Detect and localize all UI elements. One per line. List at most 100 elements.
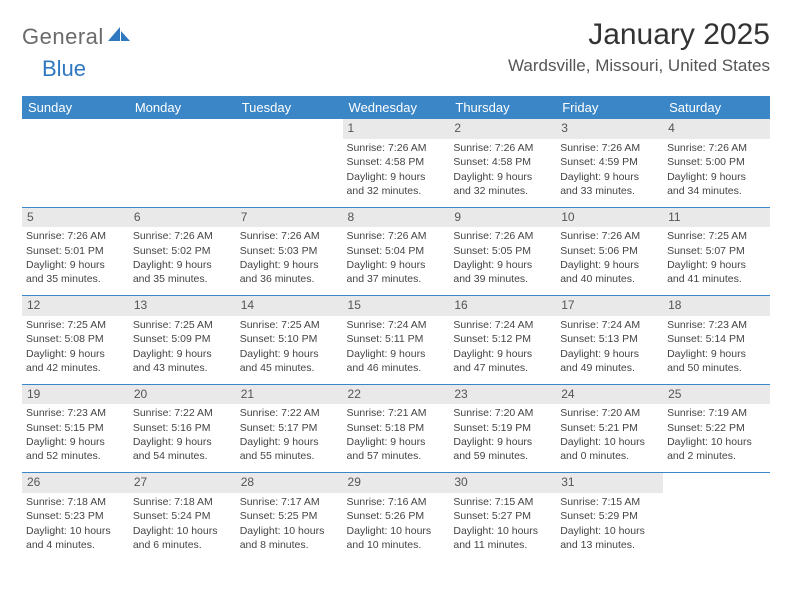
sunrise-line: Sunrise: 7:24 AM	[347, 319, 446, 333]
day-number: 13	[129, 296, 236, 316]
day-number: 20	[129, 385, 236, 405]
weekday-header: Monday	[129, 96, 236, 119]
sunset-line: Sunset: 4:59 PM	[560, 156, 659, 170]
calendar-cell: 20Sunrise: 7:22 AMSunset: 5:16 PMDayligh…	[129, 385, 236, 473]
calendar-cell: 3Sunrise: 7:26 AMSunset: 4:59 PMDaylight…	[556, 119, 663, 207]
sunrise-line: Sunrise: 7:22 AM	[240, 407, 339, 421]
sunset-line: Sunset: 5:26 PM	[347, 510, 446, 524]
day-details: Sunrise: 7:24 AMSunset: 5:11 PMDaylight:…	[347, 319, 446, 376]
sunset-line: Sunset: 5:24 PM	[133, 510, 232, 524]
sunrise-line: Sunrise: 7:26 AM	[240, 230, 339, 244]
sunset-line: Sunset: 5:04 PM	[347, 245, 446, 259]
sunset-line: Sunset: 5:00 PM	[667, 156, 766, 170]
daylight-line: Daylight: 10 hours and 8 minutes.	[240, 525, 339, 552]
weekday-header-row: SundayMondayTuesdayWednesdayThursdayFrid…	[22, 96, 770, 119]
sunset-line: Sunset: 5:01 PM	[26, 245, 125, 259]
sunset-line: Sunset: 5:02 PM	[133, 245, 232, 259]
sunrise-line: Sunrise: 7:23 AM	[26, 407, 125, 421]
day-number: 27	[129, 473, 236, 493]
day-details: Sunrise: 7:19 AMSunset: 5:22 PMDaylight:…	[667, 407, 766, 464]
day-number: 24	[556, 385, 663, 405]
sunrise-line: Sunrise: 7:26 AM	[453, 230, 552, 244]
day-number: 16	[449, 296, 556, 316]
weekday-header: Tuesday	[236, 96, 343, 119]
sunrise-line: Sunrise: 7:26 AM	[667, 142, 766, 156]
sunrise-line: Sunrise: 7:26 AM	[133, 230, 232, 244]
sunrise-line: Sunrise: 7:16 AM	[347, 496, 446, 510]
day-number: 31	[556, 473, 663, 493]
daylight-line: Daylight: 9 hours and 40 minutes.	[560, 259, 659, 286]
daylight-line: Daylight: 9 hours and 52 minutes.	[26, 436, 125, 463]
sunset-line: Sunset: 5:29 PM	[560, 510, 659, 524]
day-details: Sunrise: 7:24 AMSunset: 5:12 PMDaylight:…	[453, 319, 552, 376]
day-details: Sunrise: 7:23 AMSunset: 5:15 PMDaylight:…	[26, 407, 125, 464]
day-details: Sunrise: 7:21 AMSunset: 5:18 PMDaylight:…	[347, 407, 446, 464]
day-number: 2	[449, 119, 556, 139]
calendar-cell: 28Sunrise: 7:17 AMSunset: 5:25 PMDayligh…	[236, 473, 343, 561]
calendar-cell: 16 Sunrise: 7:24 AMSunset: 5:12 PMDayligh…	[449, 296, 556, 384]
calendar-cell: 19Sunrise: 7:23 AMSunset: 5:15 PMDayligh…	[22, 385, 129, 473]
day-number: 8	[343, 208, 450, 228]
daylight-line: Daylight: 9 hours and 47 minutes.	[453, 348, 552, 375]
calendar-cell	[236, 119, 343, 207]
calendar-cell: 2 Sunrise: 7:26 AMSunset: 4:58 PMDaylight…	[449, 119, 556, 207]
daylight-line: Daylight: 9 hours and 35 minutes.	[26, 259, 125, 286]
sunrise-line: Sunrise: 7:26 AM	[347, 230, 446, 244]
sunset-line: Sunset: 5:16 PM	[133, 422, 232, 436]
day-details: Sunrise: 7:20 AMSunset: 5:19 PMDaylight:…	[453, 407, 552, 464]
sunset-line: Sunset: 5:06 PM	[560, 245, 659, 259]
sunset-line: Sunset: 5:14 PM	[667, 333, 766, 347]
calendar-cell: 21Sunrise: 7:22 AMSunset: 5:17 PMDayligh…	[236, 385, 343, 473]
day-number: 30	[449, 473, 556, 493]
sail-icon	[108, 25, 130, 48]
sunrise-line: Sunrise: 7:15 AM	[560, 496, 659, 510]
day-number: 19	[22, 385, 129, 405]
sunset-line: Sunset: 5:21 PM	[560, 422, 659, 436]
daylight-line: Daylight: 10 hours and 6 minutes.	[133, 525, 232, 552]
location-text: Wardsville, Missouri, United States	[508, 56, 770, 76]
sunset-line: Sunset: 5:10 PM	[240, 333, 339, 347]
day-number: 17	[556, 296, 663, 316]
sunrise-line: Sunrise: 7:18 AM	[133, 496, 232, 510]
day-details: Sunrise: 7:17 AMSunset: 5:25 PMDaylight:…	[240, 496, 339, 553]
sunset-line: Sunset: 5:25 PM	[240, 510, 339, 524]
calendar-cell	[129, 119, 236, 207]
weekday-header: Thursday	[449, 96, 556, 119]
day-number: 21	[236, 385, 343, 405]
brand-logo: General	[22, 24, 132, 50]
day-details: Sunrise: 7:15 AMSunset: 5:27 PMDaylight:…	[453, 496, 552, 553]
day-details: Sunrise: 7:26 AMSunset: 4:59 PMDaylight:…	[560, 142, 659, 199]
day-number: 25	[663, 385, 770, 405]
sunset-line: Sunset: 5:18 PM	[347, 422, 446, 436]
calendar-cell: 27 Sunrise: 7:18 AMSunset: 5:24 PMDayligh…	[129, 473, 236, 561]
sunrise-line: Sunrise: 7:19 AM	[667, 407, 766, 421]
calendar-cell: 30 Sunrise: 7:15 AMSunset: 5:27 PMDayligh…	[449, 473, 556, 561]
calendar-cell	[22, 119, 129, 207]
sunrise-line: Sunrise: 7:26 AM	[560, 142, 659, 156]
daylight-line: Daylight: 10 hours and 10 minutes.	[347, 525, 446, 552]
weekday-header: Wednesday	[343, 96, 450, 119]
calendar-cell: 25Sunrise: 7:19 AMSunset: 5:22 PMDayligh…	[663, 385, 770, 473]
sunrise-line: Sunrise: 7:18 AM	[26, 496, 125, 510]
daylight-line: Daylight: 9 hours and 32 minutes.	[453, 171, 552, 198]
calendar-week: 19Sunrise: 7:23 AMSunset: 5:15 PMDayligh…	[22, 385, 770, 473]
day-details: Sunrise: 7:26 AMSunset: 4:58 PMDaylight:…	[453, 142, 552, 199]
day-details: Sunrise: 7:26 AMSunset: 5:04 PMDaylight:…	[347, 230, 446, 287]
calendar-cell: 5Sunrise: 7:26 AMSunset: 5:01 PMDaylight…	[22, 208, 129, 296]
calendar-table: SundayMondayTuesdayWednesdayThursdayFrid…	[22, 96, 770, 561]
day-details: Sunrise: 7:23 AMSunset: 5:14 PMDaylight:…	[667, 319, 766, 376]
daylight-line: Daylight: 9 hours and 46 minutes.	[347, 348, 446, 375]
calendar-cell: 12Sunrise: 7:25 AMSunset: 5:08 PMDayligh…	[22, 296, 129, 384]
day-number: 10	[556, 208, 663, 228]
weekday-header: Saturday	[663, 96, 770, 119]
calendar-cell: 15Sunrise: 7:24 AMSunset: 5:11 PMDayligh…	[343, 296, 450, 384]
day-details: Sunrise: 7:20 AMSunset: 5:21 PMDaylight:…	[560, 407, 659, 464]
day-details: Sunrise: 7:26 AMSunset: 5:00 PMDaylight:…	[667, 142, 766, 199]
sunrise-line: Sunrise: 7:26 AM	[453, 142, 552, 156]
calendar-cell: 11Sunrise: 7:25 AMSunset: 5:07 PMDayligh…	[663, 208, 770, 296]
calendar-cell: 22Sunrise: 7:21 AMSunset: 5:18 PMDayligh…	[343, 385, 450, 473]
day-details: Sunrise: 7:26 AMSunset: 5:01 PMDaylight:…	[26, 230, 125, 287]
day-details: Sunrise: 7:26 AMSunset: 5:03 PMDaylight:…	[240, 230, 339, 287]
calendar-cell: 24Sunrise: 7:20 AMSunset: 5:21 PMDayligh…	[556, 385, 663, 473]
day-details: Sunrise: 7:15 AMSunset: 5:29 PMDaylight:…	[560, 496, 659, 553]
